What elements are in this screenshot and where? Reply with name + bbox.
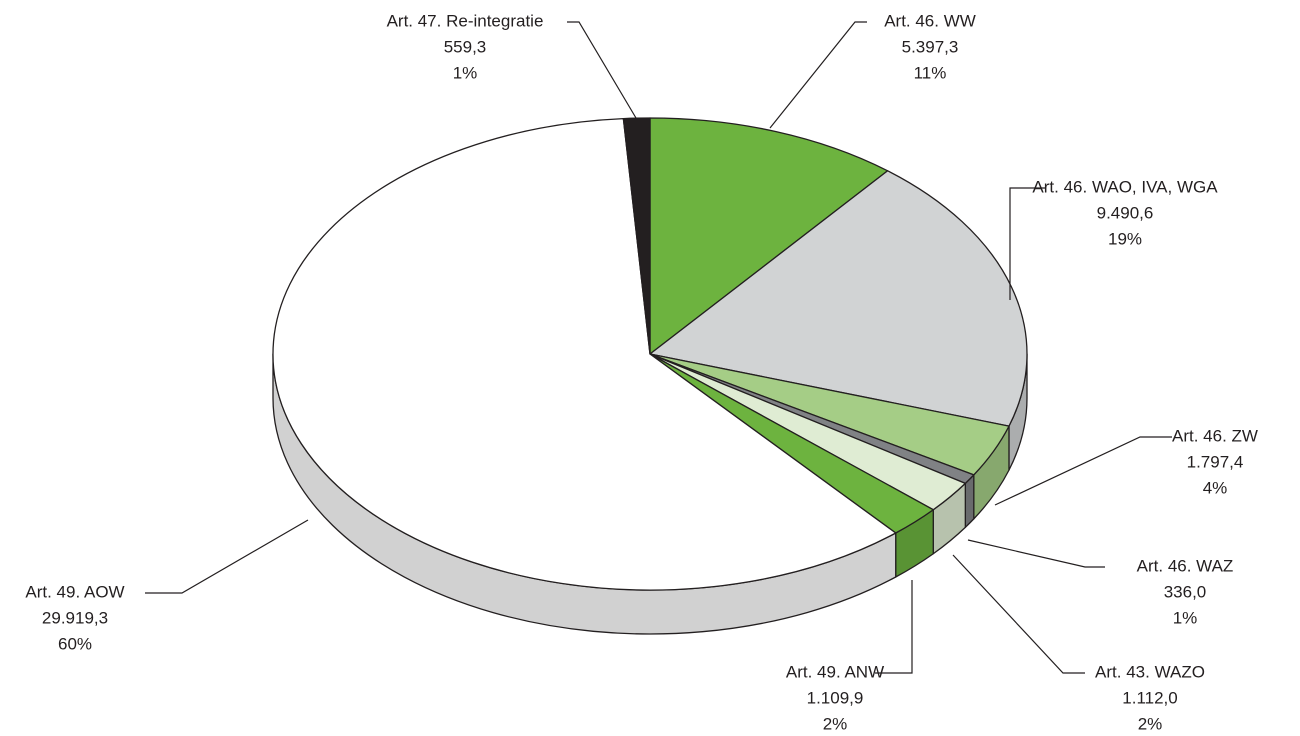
leader-line bbox=[769, 21, 867, 129]
share-label: 2% bbox=[1138, 714, 1163, 733]
share-label: 60% bbox=[58, 634, 92, 653]
slice bbox=[272, 117, 897, 591]
slice bbox=[622, 117, 651, 355]
share-label: 4% bbox=[1203, 478, 1228, 497]
share-label: 19% bbox=[1108, 229, 1142, 248]
slice bbox=[649, 117, 889, 355]
slice bbox=[649, 170, 1028, 427]
leader-line bbox=[952, 554, 1085, 674]
slice-label: Art. 46. WW bbox=[884, 11, 976, 30]
leader-line bbox=[567, 21, 637, 119]
leader-line bbox=[875, 580, 913, 674]
share-label: 11% bbox=[914, 63, 947, 82]
share-label: 2% bbox=[823, 714, 848, 733]
share-label: 1% bbox=[453, 63, 478, 82]
value-label: 9.490,6 bbox=[1097, 203, 1154, 222]
leader-line bbox=[145, 519, 309, 594]
slice-label: Art. 46. WAZ bbox=[1137, 556, 1234, 575]
value-label: 29.919,3 bbox=[42, 608, 108, 627]
value-label: 5.397,3 bbox=[902, 37, 959, 56]
slice-label: Art. 43. WAZO bbox=[1095, 662, 1205, 681]
slice-label: Art. 49. AOW bbox=[25, 582, 124, 601]
slice-label: Art. 49. ANW bbox=[786, 662, 884, 681]
value-label: 559,3 bbox=[444, 37, 487, 56]
value-label: 1.109,9 bbox=[807, 688, 864, 707]
leader-line bbox=[1009, 187, 1045, 300]
value-label: 336,0 bbox=[1164, 582, 1207, 601]
value-label: 1.112,0 bbox=[1122, 688, 1177, 707]
leader-line bbox=[967, 539, 1105, 568]
slice-label: Art. 46. ZW bbox=[1172, 426, 1258, 445]
value-label: 1.797,4 bbox=[1187, 452, 1244, 471]
share-label: 1% bbox=[1173, 608, 1198, 627]
slice-label: Art. 46. WAO, IVA, WGA bbox=[1032, 177, 1218, 196]
slice-label: Art. 47. Re-integratie bbox=[387, 11, 544, 30]
leader-line bbox=[994, 436, 1172, 506]
